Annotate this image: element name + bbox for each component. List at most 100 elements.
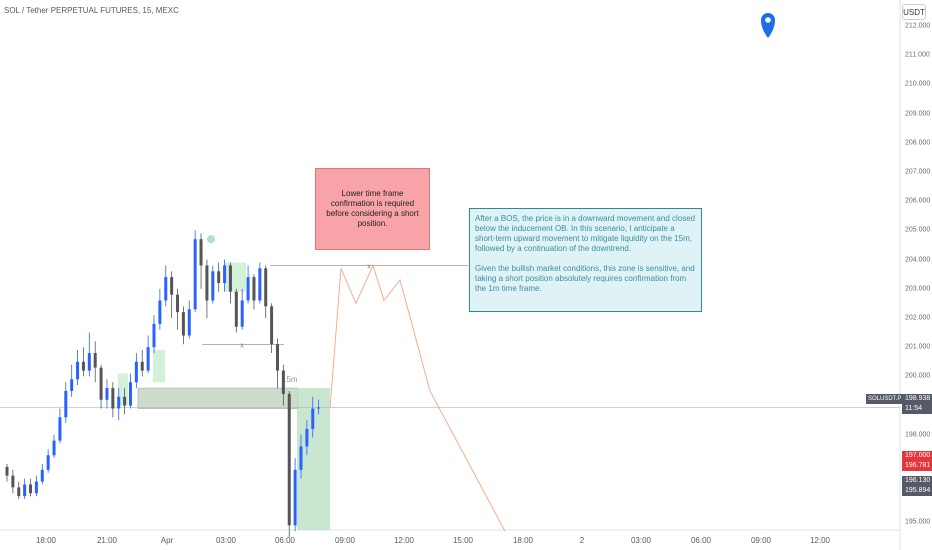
bos-marker: x [367, 263, 371, 270]
candle-body [17, 487, 21, 497]
x-tick-label: 2 [579, 536, 585, 545]
y-tick-label: 206.000 [905, 197, 931, 205]
candle-body [205, 265, 209, 301]
candle-body [311, 408, 315, 429]
candle-body [270, 306, 274, 345]
candle-body [93, 353, 97, 368]
red-annotation-text: Lower time frame confirmation is require… [326, 189, 419, 228]
projection-path [329, 264, 506, 532]
blue-annotation-box[interactable]: After a BOS, the price is in a downward … [469, 208, 702, 312]
candle-body [87, 353, 91, 371]
highlight-zone-2 [153, 350, 165, 383]
candle-body [105, 388, 109, 400]
blue-annotation-paragraph-2: Given the bullish market conditions, thi… [475, 264, 695, 293]
candle-body [181, 312, 185, 336]
candle-body [228, 265, 232, 292]
blue-annotation-paragraph-1: After a BOS, the price is in a downward … [475, 214, 696, 253]
y-tick-label: 207.000 [905, 168, 931, 176]
candle-body [234, 291, 238, 327]
candle-body [211, 271, 215, 301]
candle-body [299, 446, 303, 470]
x-tick-label: 18:00 [512, 536, 534, 545]
candle-body [252, 277, 256, 301]
candle-body [187, 309, 191, 336]
candle-body [293, 469, 297, 526]
y-tick-label: 202.000 [905, 314, 931, 322]
x-tick-label: 06:00 [274, 536, 296, 545]
candle-body [287, 393, 291, 526]
x-tick-label: 03:00 [215, 536, 237, 545]
candle-body [246, 277, 250, 301]
symbol-tag-label: SOLUSDT.P [866, 394, 902, 404]
y-tick-label: 209.000 [905, 110, 931, 118]
candle-body [23, 484, 27, 497]
red-price-label-1: 197.000 [902, 451, 932, 461]
candle-body [281, 370, 285, 394]
y-tick-label: 195.000 [905, 518, 931, 526]
candle-body [111, 388, 115, 409]
candle-body [199, 239, 203, 266]
candle-body [64, 391, 68, 418]
highlight-zone-1 [224, 262, 246, 292]
y-tick-label: 204.000 [905, 256, 931, 264]
candle-body [99, 367, 103, 400]
timeframe-label: 15m [282, 375, 298, 384]
candle-body [81, 361, 85, 371]
x-tick-label: 09:00 [334, 536, 356, 545]
candle-body [76, 361, 80, 380]
candle-body [152, 323, 156, 348]
x-tick-label: Apr [160, 536, 174, 545]
candle-body [258, 268, 262, 301]
candle-body [117, 396, 121, 409]
candle-body [134, 361, 138, 383]
candle-body [146, 347, 150, 371]
candle-body [70, 379, 74, 391]
inducement-marker: x [240, 342, 244, 349]
order-block-zone [137, 387, 299, 409]
y-tick-label: 198.000 [905, 431, 931, 439]
candle-body [40, 469, 44, 482]
pin-icon-center [765, 17, 771, 23]
candle-body [176, 294, 180, 313]
candle-body [275, 344, 279, 371]
candle-body [170, 277, 174, 295]
candle-body [140, 361, 144, 371]
y-tick-label: 205.000 [905, 226, 931, 234]
y-tick-label: 201.000 [905, 343, 931, 351]
candle-body [223, 265, 227, 283]
y-tick-label: 208.000 [905, 139, 931, 147]
currency-button[interactable]: USDT [902, 4, 926, 20]
candle-body [158, 300, 162, 324]
candle-body [34, 481, 38, 494]
x-tick-label: 18:00 [35, 536, 57, 545]
pin-icon [761, 13, 775, 38]
symbol-title[interactable]: SOL / Tether PERPETUAL FUTURES, 15, MEXC [4, 6, 179, 15]
highlight-zone-3 [118, 373, 128, 406]
last-price-label: 198.938 [902, 394, 932, 404]
candle-body [5, 466, 9, 476]
candle-body [305, 428, 309, 447]
y-tick-label: 200.000 [905, 372, 931, 380]
y-tick-label: 210.000 [905, 80, 931, 88]
gray-price-label-1: 196.130 [902, 476, 932, 486]
candle-body [193, 239, 197, 310]
x-tick-label: 12:00 [809, 536, 831, 545]
candle-body [11, 475, 15, 488]
y-tick-label: 212.000 [905, 22, 931, 30]
x-tick-label: 06:00 [690, 536, 712, 545]
x-tick-label: 09:00 [750, 536, 772, 545]
countdown-label: 11:54 [902, 404, 932, 414]
red-annotation-box[interactable]: Lower time frame confirmation is require… [315, 168, 430, 250]
candle-body [240, 300, 244, 327]
candle-body [264, 268, 268, 307]
candle-body [52, 440, 56, 456]
candle-body [164, 277, 168, 301]
x-tick-label: 03:00 [630, 536, 652, 545]
x-tick-label: 15:00 [452, 536, 474, 545]
candle-body [58, 417, 62, 441]
candle-body [123, 396, 127, 406]
y-tick-label: 211.000 [905, 51, 930, 59]
candle-body [217, 271, 221, 283]
candle-body [317, 407, 321, 409]
